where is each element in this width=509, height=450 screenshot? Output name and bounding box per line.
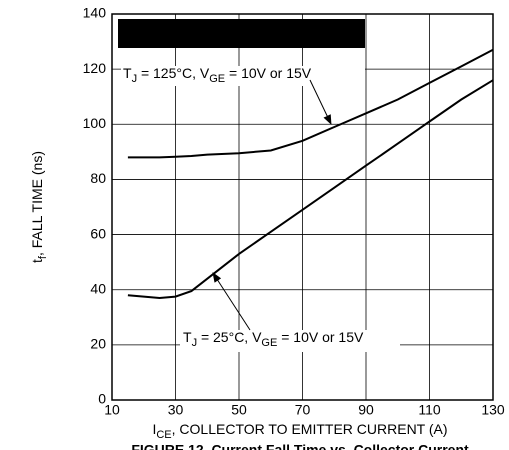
y-tick-label: 60 [90, 225, 106, 241]
annotation: TJ = 125°C, VGE = 10V or 15V [123, 65, 312, 85]
text-part: = 125°C, V [137, 65, 210, 81]
line [127, 48, 494, 159]
x-tick-label: 70 [295, 402, 311, 418]
text-part: T [183, 329, 192, 345]
x-tick-label: 130 [481, 402, 505, 418]
y-tick-label: 20 [90, 336, 106, 352]
text-part: T [123, 65, 132, 81]
x-tick-label: 10 [104, 402, 120, 418]
text-part: GE [209, 73, 225, 85]
y-tick-label: 120 [83, 60, 107, 76]
line [127, 79, 494, 300]
x-tick-label: 30 [168, 402, 184, 418]
text-part: = 10V or 15V [277, 329, 364, 345]
annotation-bg [180, 330, 400, 352]
text-part: = 10V or 15V [225, 65, 312, 81]
text-part: J [132, 73, 138, 85]
text-part: CE [156, 429, 171, 441]
redacted-box [118, 19, 365, 48]
leader-arrow [212, 272, 251, 331]
text-part: , COLLECTOR TO EMITTER CURRENT (A) [172, 421, 448, 437]
text-part: t [29, 259, 45, 263]
text-part: f [37, 255, 49, 259]
y-tick-label: 0 [98, 391, 106, 407]
text-part: GE [261, 337, 277, 349]
text-part: J [192, 337, 198, 349]
lines [127, 48, 494, 300]
annotation-bg [121, 66, 365, 86]
y-tick-label: 140 [83, 5, 107, 21]
plot-frame [111, 13, 494, 401]
y-axis-label: tf, FALL TIME (ns) [29, 151, 49, 263]
annotation: TJ = 25°C, VGE = 10V or 15V [183, 329, 364, 349]
caption: FIGURE 12. Current Fall Time vs. Collect… [131, 442, 469, 450]
text-part: , FALL TIME (ns) [29, 151, 45, 256]
x-tick-label: 50 [231, 402, 247, 418]
x-axis-label: ICE, COLLECTOR TO EMITTER CURRENT (A) [152, 421, 447, 441]
y-tick-label: 40 [90, 280, 106, 296]
y-tick-label: 80 [90, 170, 106, 186]
leader-arrow [309, 79, 332, 125]
x-tick-label: 110 [418, 402, 441, 418]
x-tick-label: 90 [358, 402, 374, 418]
text-part: = 25°C, V [197, 329, 262, 345]
text-part: I [152, 421, 156, 437]
y-tick-label: 100 [83, 115, 107, 131]
